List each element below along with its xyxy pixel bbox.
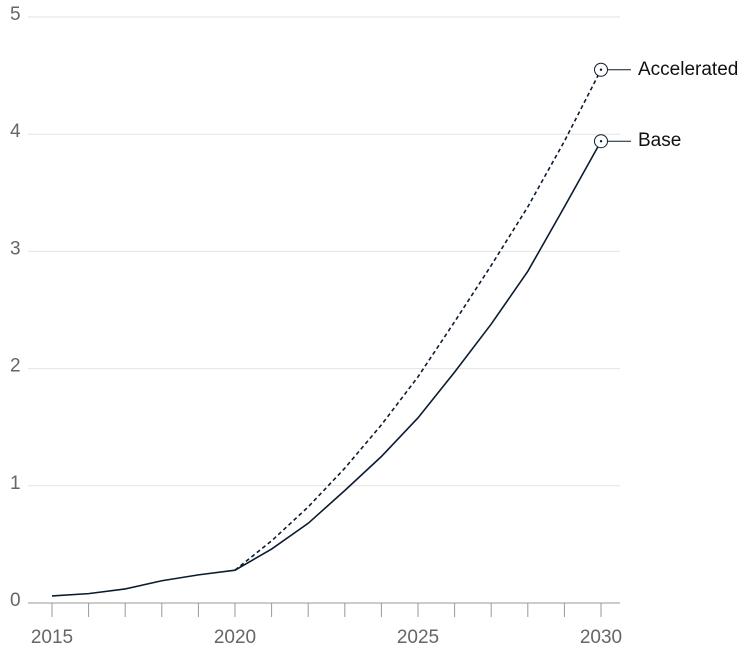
y-tick-label: 5	[10, 4, 21, 25]
series-label: Base	[638, 130, 681, 151]
series-line	[234, 69, 602, 571]
x-tick-label: 2030	[580, 627, 622, 648]
y-tick-label: 3	[10, 238, 21, 259]
x-tick-label: 2020	[214, 627, 256, 648]
end-dot	[599, 140, 603, 143]
y-tick-label: 2	[10, 356, 21, 377]
y-tick-label: 0	[10, 590, 21, 611]
end-dot	[599, 68, 603, 71]
x-tick-label: 2015	[31, 627, 73, 648]
y-tick-label: 4	[10, 121, 21, 142]
x-tick-label: 2025	[397, 627, 439, 648]
series-label: Accelerated	[638, 59, 738, 80]
y-tick-label: 1	[10, 473, 21, 494]
series-line	[51, 140, 602, 597]
